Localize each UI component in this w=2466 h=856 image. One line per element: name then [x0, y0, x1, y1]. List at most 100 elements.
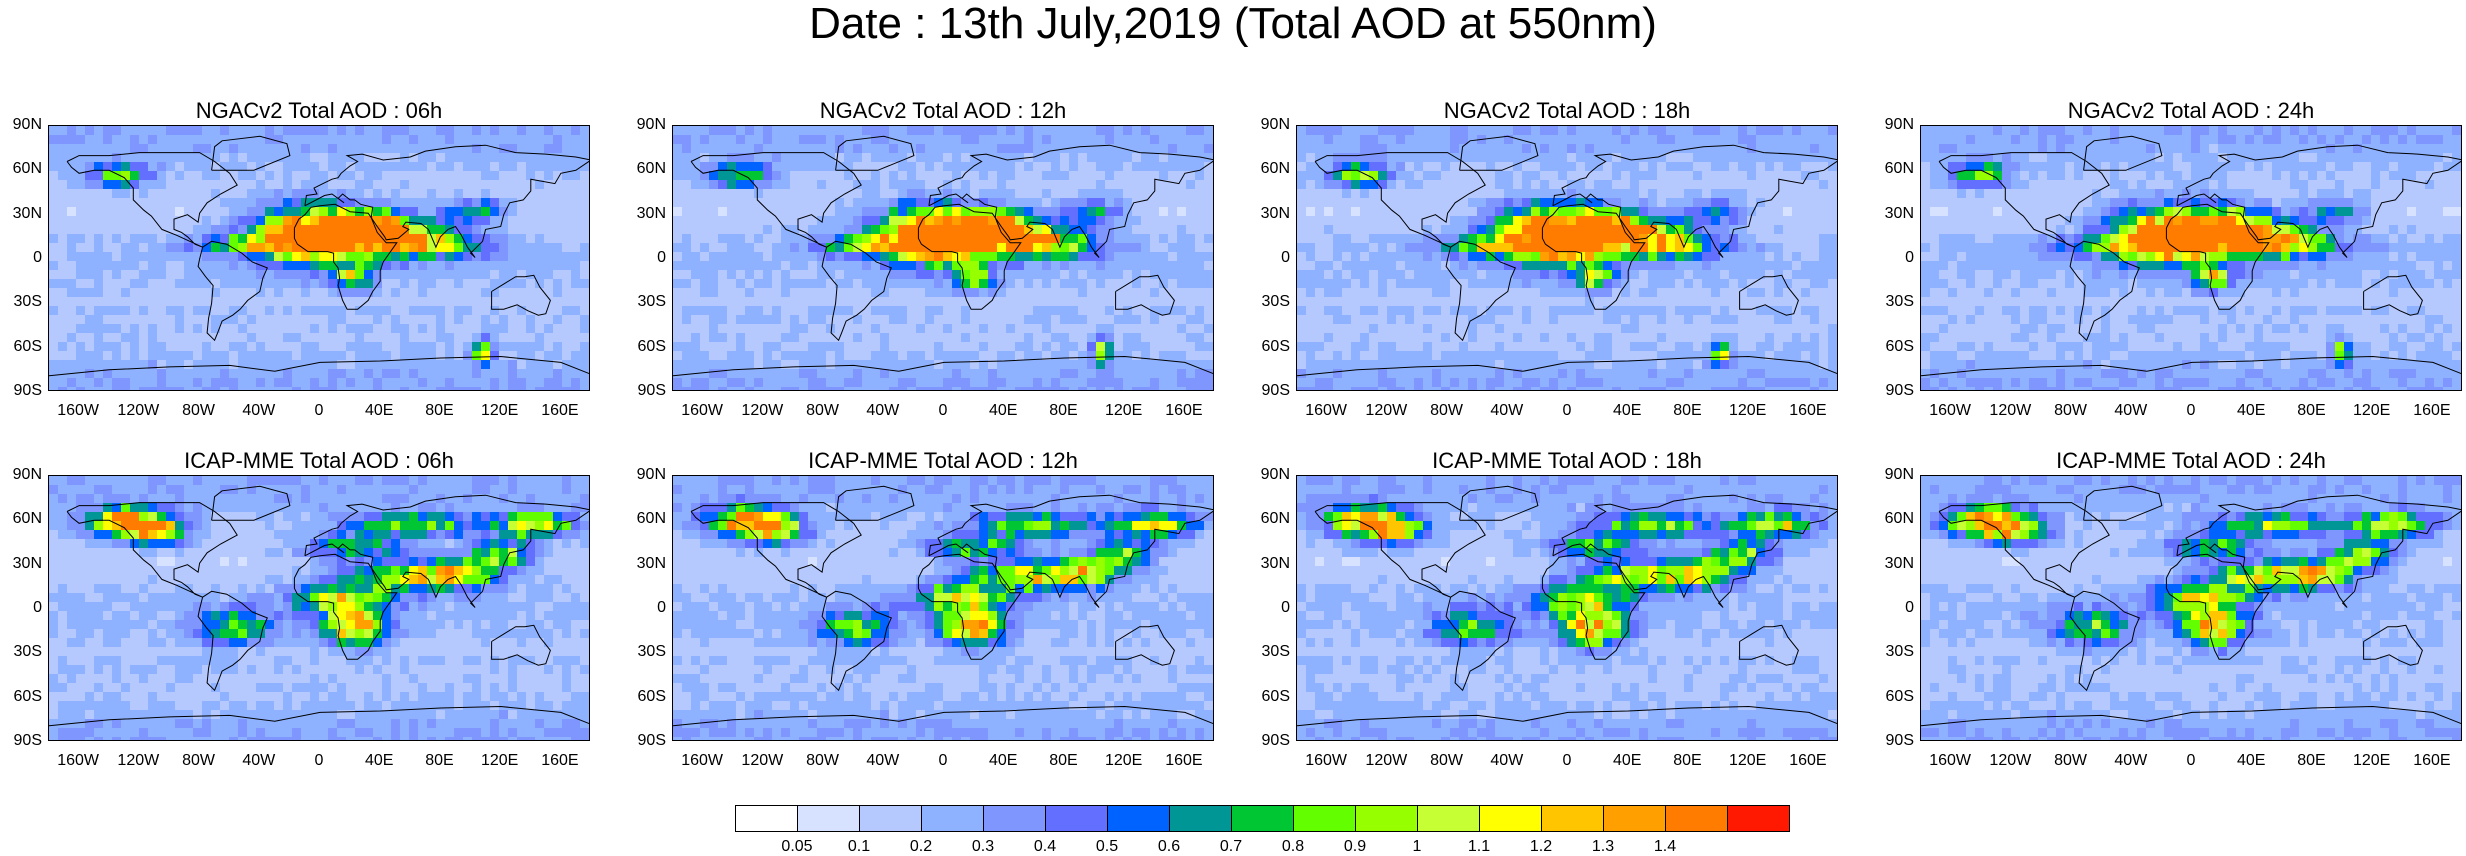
aod-cell — [112, 306, 121, 315]
aod-cell — [898, 162, 907, 171]
aod-cell — [1513, 324, 1522, 333]
aod-cell — [103, 180, 112, 189]
aod-cell — [952, 333, 961, 342]
aod-cell — [481, 378, 490, 387]
aod-cell — [1324, 198, 1333, 207]
aod-cell — [1621, 243, 1630, 252]
aod-cell — [700, 153, 709, 162]
aod-cell — [1594, 216, 1603, 225]
aod-cell — [1603, 324, 1612, 333]
aod-cell — [925, 378, 934, 387]
aod-cell — [1558, 288, 1567, 297]
aod-cell — [700, 198, 709, 207]
aod-cell — [76, 144, 85, 153]
aod-cell — [709, 135, 718, 144]
aod-cell — [76, 162, 85, 171]
aod-cell — [862, 234, 871, 243]
aod-cell — [1369, 306, 1378, 315]
aod-cell — [373, 126, 382, 135]
aod-cell — [718, 189, 727, 198]
aod-cell — [256, 153, 265, 162]
aod-cell — [1405, 333, 1414, 342]
aod-cell — [736, 360, 745, 369]
aod-cell — [1414, 387, 1423, 391]
aod-cell — [1387, 315, 1396, 324]
aod-cell — [916, 288, 925, 297]
aod-cell — [364, 252, 373, 261]
aod-cell — [673, 261, 682, 270]
aod-cell — [1576, 135, 1585, 144]
aod-cell — [1342, 252, 1351, 261]
aod-cell — [571, 261, 580, 270]
aod-cell — [1069, 297, 1078, 306]
aod-cell — [1297, 351, 1306, 360]
aod-cell — [1078, 315, 1087, 324]
aod-cell — [328, 288, 337, 297]
aod-cell — [58, 324, 67, 333]
aod-cell — [1306, 324, 1315, 333]
aod-cell — [1468, 333, 1477, 342]
aod-cell — [526, 234, 535, 243]
aod-cell — [844, 153, 853, 162]
aod-cell — [889, 288, 898, 297]
aod-cell — [283, 180, 292, 189]
aod-cell — [409, 261, 418, 270]
aod-cell — [454, 189, 463, 198]
aod-cell — [1549, 153, 1558, 162]
aod-cell — [337, 306, 346, 315]
aod-cell — [1405, 126, 1414, 135]
aod-cell — [490, 315, 499, 324]
aod-cell — [355, 144, 364, 153]
aod-cell — [580, 144, 589, 153]
aod-cell — [691, 360, 700, 369]
aod-cell — [1141, 162, 1150, 171]
aod-cell — [745, 324, 754, 333]
aod-cell — [427, 207, 436, 216]
aod-cell — [1540, 180, 1549, 189]
aod-cell — [1585, 315, 1594, 324]
aod-cell — [211, 225, 220, 234]
aod-cell — [328, 270, 337, 279]
lat-tick-label: 90S — [2, 383, 42, 399]
aod-cell — [67, 324, 76, 333]
aod-cell — [193, 144, 202, 153]
aod-cell — [997, 144, 1006, 153]
aod-cell — [1213, 351, 1214, 360]
aod-cell — [1486, 135, 1495, 144]
lat-tick-label: 60S — [2, 339, 42, 355]
aod-cell — [1186, 189, 1195, 198]
aod-cell — [1078, 171, 1087, 180]
aod-cell — [1450, 261, 1459, 270]
aod-cell — [1324, 225, 1333, 234]
aod-cell — [1123, 288, 1132, 297]
aod-cell — [1360, 351, 1369, 360]
aod-cell — [1078, 288, 1087, 297]
aod-cell — [1024, 324, 1033, 333]
aod-cell — [85, 225, 94, 234]
aod-cell — [763, 216, 772, 225]
aod-cell — [1333, 216, 1342, 225]
aod-cell — [445, 387, 454, 391]
aod-cell — [175, 261, 184, 270]
aod-cell — [436, 189, 445, 198]
aod-cell — [103, 378, 112, 387]
aod-cell — [418, 153, 427, 162]
aod-cell — [157, 180, 166, 189]
aod-cell — [562, 135, 571, 144]
aod-cell — [436, 324, 445, 333]
aod-cell — [112, 333, 121, 342]
aod-cell — [916, 135, 925, 144]
aod-cell — [1159, 324, 1168, 333]
aod-cell — [826, 180, 835, 189]
aod-cell — [1423, 279, 1432, 288]
aod-cell — [700, 144, 709, 153]
aod-cell — [1441, 360, 1450, 369]
aod-cell — [463, 387, 472, 391]
aod-cell — [1378, 207, 1387, 216]
aod-cell — [139, 171, 148, 180]
aod-cell — [427, 279, 436, 288]
aod-cell — [256, 369, 265, 378]
aod-cell — [1186, 378, 1195, 387]
aod-cell — [1549, 279, 1558, 288]
aod-cell — [862, 189, 871, 198]
